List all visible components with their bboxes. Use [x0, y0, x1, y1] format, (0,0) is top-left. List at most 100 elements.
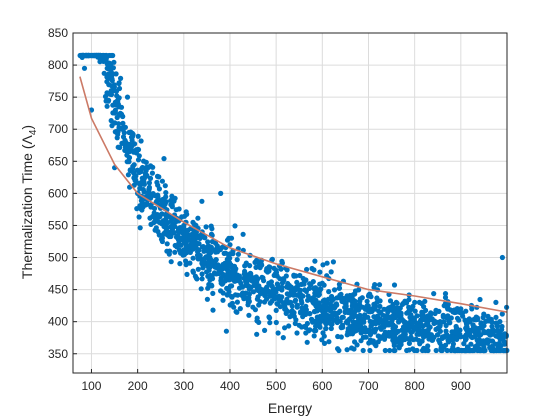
scatter-point	[437, 323, 443, 329]
scatter-point	[108, 91, 115, 98]
scatter-point	[231, 269, 238, 275]
scatter-point	[437, 328, 443, 334]
scatter-point	[441, 303, 447, 309]
scatter-point	[190, 268, 196, 274]
scatter-point	[267, 320, 273, 326]
scatter-point	[208, 250, 214, 256]
scatter-point	[206, 267, 212, 273]
scatter-point	[204, 296, 210, 302]
scatter-point	[310, 300, 316, 306]
scatter-point	[213, 271, 219, 277]
scatter-point	[246, 312, 252, 318]
scatter-point	[235, 251, 241, 257]
scatter-point	[244, 275, 250, 281]
scatter-point	[453, 309, 459, 315]
scatter-point	[316, 300, 322, 306]
scatter-point	[105, 98, 111, 104]
y-tick-label: 850	[48, 26, 68, 40]
scatter-point	[279, 284, 285, 290]
scatter-point	[391, 305, 397, 312]
scatter-point	[174, 244, 180, 250]
scatter-point	[279, 294, 285, 300]
scatter-point	[394, 300, 400, 306]
scatter-point	[172, 195, 178, 201]
scatter-point	[113, 128, 120, 134]
scatter-point	[190, 234, 196, 240]
scatter-point	[282, 303, 288, 309]
scatter-point	[175, 228, 181, 234]
scatter-point	[323, 325, 329, 331]
scatter-point	[196, 247, 202, 253]
scatter-point	[365, 293, 372, 299]
scatter-point	[331, 310, 338, 316]
scatter-point	[330, 259, 336, 265]
scatter-point	[210, 307, 216, 313]
scatter-point	[432, 310, 438, 317]
scatter-point	[294, 279, 300, 285]
scatter-point	[100, 58, 107, 64]
scatter-point	[352, 339, 358, 345]
scatter-point	[196, 235, 202, 241]
scatter-point	[116, 124, 122, 131]
scatter-point	[168, 259, 174, 265]
scatter-point	[316, 291, 322, 298]
scatter-point	[226, 272, 232, 278]
x-tick-label: 900	[451, 379, 471, 393]
x-tick-label: 600	[312, 379, 332, 393]
scatter-point	[350, 319, 356, 325]
scatter-point	[382, 347, 388, 354]
scatter-point	[207, 275, 213, 281]
scatter-point	[147, 175, 154, 181]
scatter-point	[177, 261, 183, 267]
scatter-point	[323, 321, 329, 327]
scatter-point	[247, 270, 253, 276]
scatter-point	[471, 347, 477, 354]
scatter-point	[135, 133, 141, 139]
scatter-point	[240, 231, 246, 237]
scatter-point	[381, 336, 388, 342]
scatter-point	[124, 94, 131, 100]
scatter-point	[412, 308, 418, 314]
scatter-point	[199, 271, 205, 277]
scatter-point	[254, 318, 260, 324]
scatter-point	[225, 286, 232, 292]
scatter-point	[181, 222, 187, 229]
scatter-point	[79, 54, 85, 61]
scatter-point	[499, 311, 505, 317]
scatter-point	[289, 303, 295, 309]
y-tick-label: 600	[48, 186, 68, 200]
scatter-point	[442, 342, 449, 348]
scatter-point	[399, 316, 405, 322]
scatter-point	[419, 311, 426, 317]
scatter-point	[151, 205, 158, 212]
scatter-point	[184, 271, 190, 277]
scatter-point	[109, 77, 115, 84]
scatter-point	[278, 266, 284, 272]
scatter-point	[232, 292, 239, 298]
scatter-point	[163, 199, 169, 205]
scatter-point	[161, 156, 167, 162]
scatter-point	[415, 328, 421, 334]
scatter-point	[262, 327, 268, 333]
scatter-point	[385, 309, 391, 315]
scatter-point	[229, 300, 235, 306]
scatter-point	[212, 264, 218, 270]
scatter-point	[458, 306, 464, 312]
scatter-point	[329, 305, 335, 311]
scatter-point	[386, 305, 392, 311]
scatter-point	[220, 271, 226, 278]
scatter-point	[352, 288, 359, 294]
scatter-point	[151, 210, 157, 216]
scatter-point	[350, 314, 356, 320]
scatter-point	[274, 295, 280, 301]
scatter-point	[145, 164, 152, 170]
scatter-point	[176, 206, 182, 212]
scatter-point	[275, 330, 281, 336]
scatter-point	[410, 337, 416, 343]
scatter-point	[480, 314, 486, 321]
scatter-point	[311, 267, 317, 273]
scatter-point	[345, 309, 351, 316]
scatter-point	[138, 138, 144, 144]
scatter-point	[367, 347, 373, 354]
